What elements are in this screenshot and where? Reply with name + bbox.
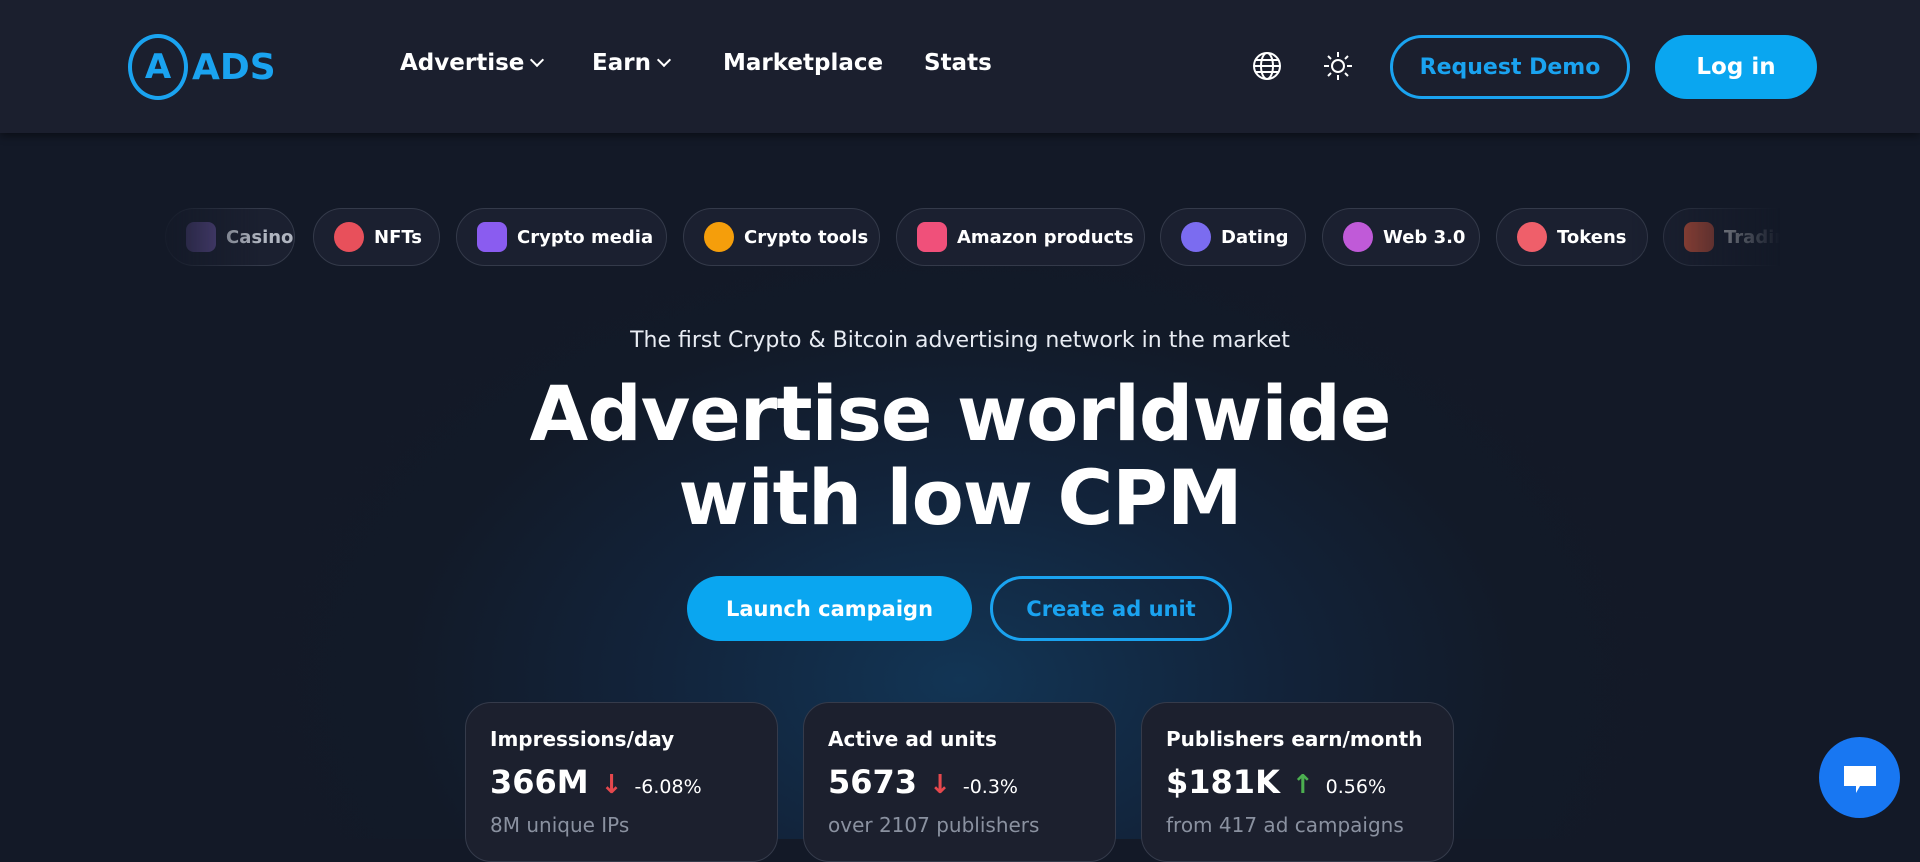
chip-label: Casino: [226, 226, 294, 248]
category-chip-crypto-tools[interactable]: Crypto tools: [683, 208, 880, 266]
stat-card-publisher-earnings: Publishers earn/month $181K ↑ 0.56% from 4…: [1141, 702, 1454, 862]
hero-headline: Advertise worldwide with low CPM: [0, 372, 1920, 540]
stat-card-impressions: Impressions/day 366M ↓ -6.08% 8M unique IP…: [465, 702, 778, 862]
amazon-icon: [917, 222, 947, 252]
stat-change: -0.3%: [962, 776, 1018, 798]
arrow-down-icon: ↓: [929, 770, 951, 800]
logo-mark: A: [128, 34, 188, 100]
launch-campaign-button[interactable]: Launch campaign: [687, 576, 972, 641]
stat-title: Impressions/day: [490, 727, 675, 751]
globe-3d-icon: [1343, 222, 1373, 252]
chip-label: Crypto tools: [744, 226, 869, 248]
nft-icon: [334, 222, 364, 252]
nav-advertise[interactable]: Advertise: [400, 50, 545, 76]
stat-change: 0.56%: [1325, 776, 1387, 798]
chip-label: Amazon products: [957, 226, 1134, 248]
logo[interactable]: A ADS: [128, 34, 276, 100]
create-ad-unit-button[interactable]: Create ad unit: [990, 576, 1232, 641]
arrow-down-icon: ↓: [600, 770, 623, 800]
category-chip-dating[interactable]: Dating: [1160, 208, 1306, 266]
chip-label: Crypto media: [517, 226, 654, 248]
category-chip-nfts[interactable]: NFTs: [313, 208, 440, 266]
top-navbar: A ADS Advertise Earn Marketplace Stats R…: [0, 0, 1920, 133]
nav-label: Stats: [924, 50, 992, 76]
chip-label: Dating: [1221, 226, 1289, 248]
gear-icon: [704, 222, 734, 252]
stat-card-ad-units: Active ad units 5673 ↓ -0.3% over 2107 pub…: [803, 702, 1116, 862]
headline-line-2: with low CPM: [678, 453, 1242, 542]
nav-marketplace[interactable]: Marketplace: [723, 50, 883, 76]
chip-label: NFTs: [374, 226, 422, 248]
category-chip-casino[interactable]: Casino: [165, 208, 295, 266]
chart-icon: [1684, 222, 1714, 252]
hero-tagline: The first Crypto & Bitcoin advertising n…: [630, 328, 1290, 353]
sun-icon[interactable]: [1322, 50, 1354, 82]
stat-subtext: 8M unique IPs: [490, 813, 630, 837]
nav-earn[interactable]: Earn: [592, 50, 672, 76]
category-chip-crypto-media[interactable]: Crypto media: [456, 208, 667, 266]
casino-icon: [186, 222, 216, 252]
chat-bubble-icon: [1843, 765, 1876, 793]
nav-label: Earn: [592, 50, 651, 76]
nav-label: Advertise: [400, 50, 525, 76]
stat-value: 366M: [490, 763, 589, 801]
category-carousel: Casino NFTs Crypto media Crypto tools Am…: [150, 208, 1813, 268]
chip-label: Trading: [1724, 226, 1801, 248]
stat-value: 5673: [828, 763, 918, 801]
stat-subtext: over 2107 publishers: [828, 813, 1040, 837]
login-button[interactable]: Log in: [1655, 35, 1817, 99]
chip-label: Web 3.0: [1383, 226, 1466, 248]
logo-text: ADS: [192, 46, 276, 88]
request-demo-button[interactable]: Request Demo: [1390, 35, 1630, 99]
stat-value: $181K: [1166, 763, 1280, 801]
stat-title: Active ad units: [828, 727, 997, 751]
stat-title: Publishers earn/month: [1166, 727, 1423, 751]
nav-stats[interactable]: Stats: [924, 50, 992, 76]
megaphone-icon: [477, 222, 507, 252]
rocket-icon: [1181, 222, 1211, 252]
category-chip-trading[interactable]: Trading: [1663, 208, 1813, 266]
chevron-down-icon: [530, 52, 545, 68]
headline-line-1: Advertise worldwide: [529, 369, 1392, 458]
stat-change: -6.08%: [634, 776, 702, 798]
stat-subtext: from 417 ad campaigns: [1166, 813, 1404, 837]
category-chip-web3[interactable]: Web 3.0: [1322, 208, 1480, 266]
arrow-up-icon: ↑: [1291, 770, 1314, 800]
chevron-down-icon: [656, 52, 672, 68]
globe-icon[interactable]: [1251, 50, 1283, 82]
chip-label: Tokens: [1557, 226, 1627, 248]
token-icon: [1517, 222, 1547, 252]
category-chip-tokens[interactable]: Tokens: [1496, 208, 1648, 266]
chat-button[interactable]: [1819, 737, 1900, 818]
nav-label: Marketplace: [723, 50, 884, 76]
category-chip-amazon[interactable]: Amazon products: [896, 208, 1145, 266]
